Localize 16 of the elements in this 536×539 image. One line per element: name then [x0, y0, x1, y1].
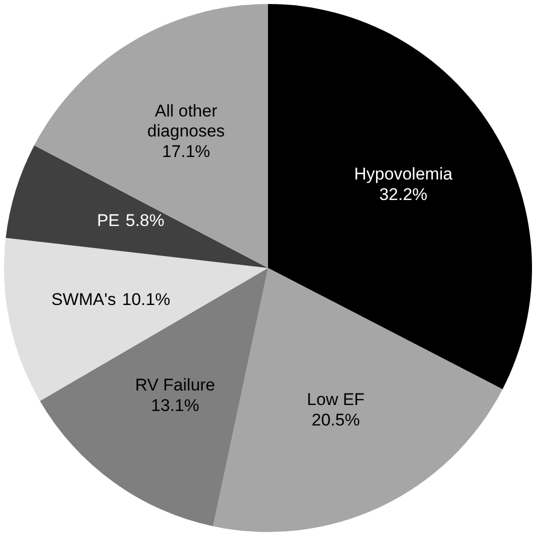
data-label: 13.1%	[151, 396, 200, 415]
pie-slice	[6, 145, 268, 268]
slice-label: SWMA's	[51, 290, 116, 309]
slice-label: RV Failure	[135, 376, 216, 395]
data-label: 5.8%	[126, 210, 164, 230]
data-label: 17.1%	[162, 142, 210, 161]
pie-slice	[268, 4, 532, 390]
slice-label: PE	[96, 210, 120, 230]
data-label: 10.1%	[122, 290, 170, 309]
data-label: 32.2%	[379, 185, 428, 204]
pie-slice	[40, 268, 268, 526]
pie-slice	[4, 238, 268, 401]
slice-label: Low EF	[306, 390, 365, 410]
slice-label: Hypovolemia	[354, 165, 453, 184]
slice-label: All other diagnoses	[147, 102, 225, 141]
data-label: 20.5%	[312, 410, 360, 430]
